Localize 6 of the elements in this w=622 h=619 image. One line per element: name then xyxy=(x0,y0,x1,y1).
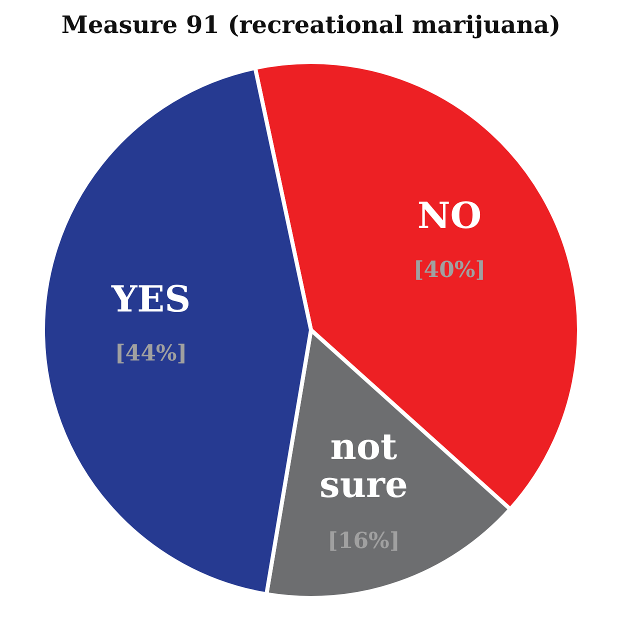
slice-label: not sure xyxy=(320,426,408,506)
data-label: [40%] xyxy=(413,256,486,283)
slice-label: YES xyxy=(110,278,191,320)
chart-title: Measure 91 (recreational marijuana) xyxy=(61,10,561,39)
slice-label: NO xyxy=(417,194,482,237)
data-label: [44%] xyxy=(114,340,188,366)
